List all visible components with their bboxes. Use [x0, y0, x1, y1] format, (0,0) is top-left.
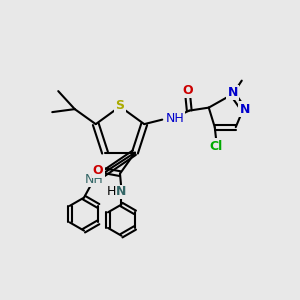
Text: N: N [240, 103, 250, 116]
Text: O: O [93, 164, 104, 177]
Text: NH: NH [85, 173, 104, 186]
Text: NH: NH [166, 112, 184, 124]
Text: H: H [107, 185, 117, 198]
Text: O: O [93, 172, 104, 184]
Text: O: O [182, 84, 193, 97]
Text: N: N [228, 86, 238, 99]
Text: Cl: Cl [210, 140, 223, 152]
Text: N: N [116, 185, 127, 198]
Text: S: S [116, 98, 124, 112]
